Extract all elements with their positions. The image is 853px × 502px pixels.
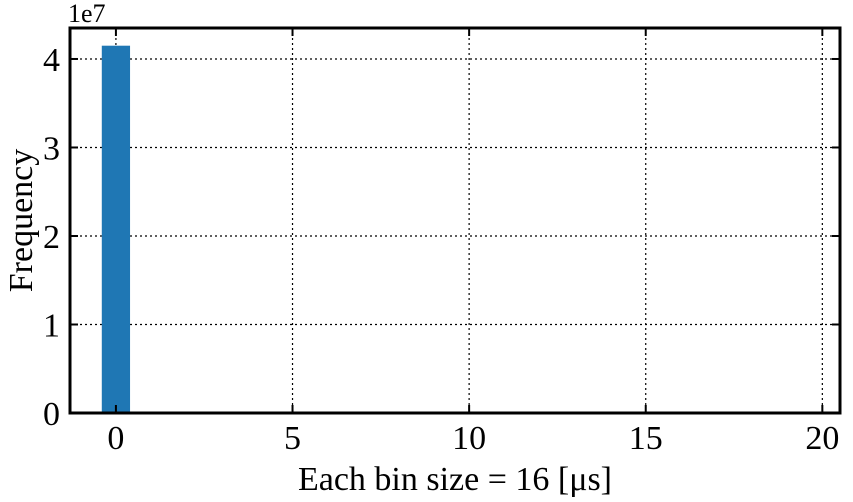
- bars: [101, 45, 131, 414]
- x-tick-label: 5: [284, 420, 301, 457]
- y-tick-label: 0: [43, 396, 60, 433]
- y-tick-label: 2: [43, 219, 60, 256]
- y-tick-label: 4: [43, 42, 60, 79]
- grid-lines: [70, 28, 840, 413]
- y-tick-label: 1: [43, 307, 60, 344]
- y-offset-label: 1e7: [68, 0, 106, 28]
- y-tick-label: 3: [43, 130, 60, 167]
- x-axis-label: Each bin size = 16 [μs]: [298, 461, 612, 498]
- plot-frame: [68, 26, 842, 415]
- x-tick-label: 10: [452, 420, 486, 457]
- x-tick-label: 15: [629, 420, 663, 457]
- histogram-bar: [101, 45, 131, 414]
- ticks: 0 5 10 15 20 0 1 2 3 4: [43, 28, 840, 457]
- y-axis-label: Frequency: [3, 149, 40, 293]
- x-tick-label: 20: [805, 420, 839, 457]
- x-tick-label: 0: [107, 420, 124, 457]
